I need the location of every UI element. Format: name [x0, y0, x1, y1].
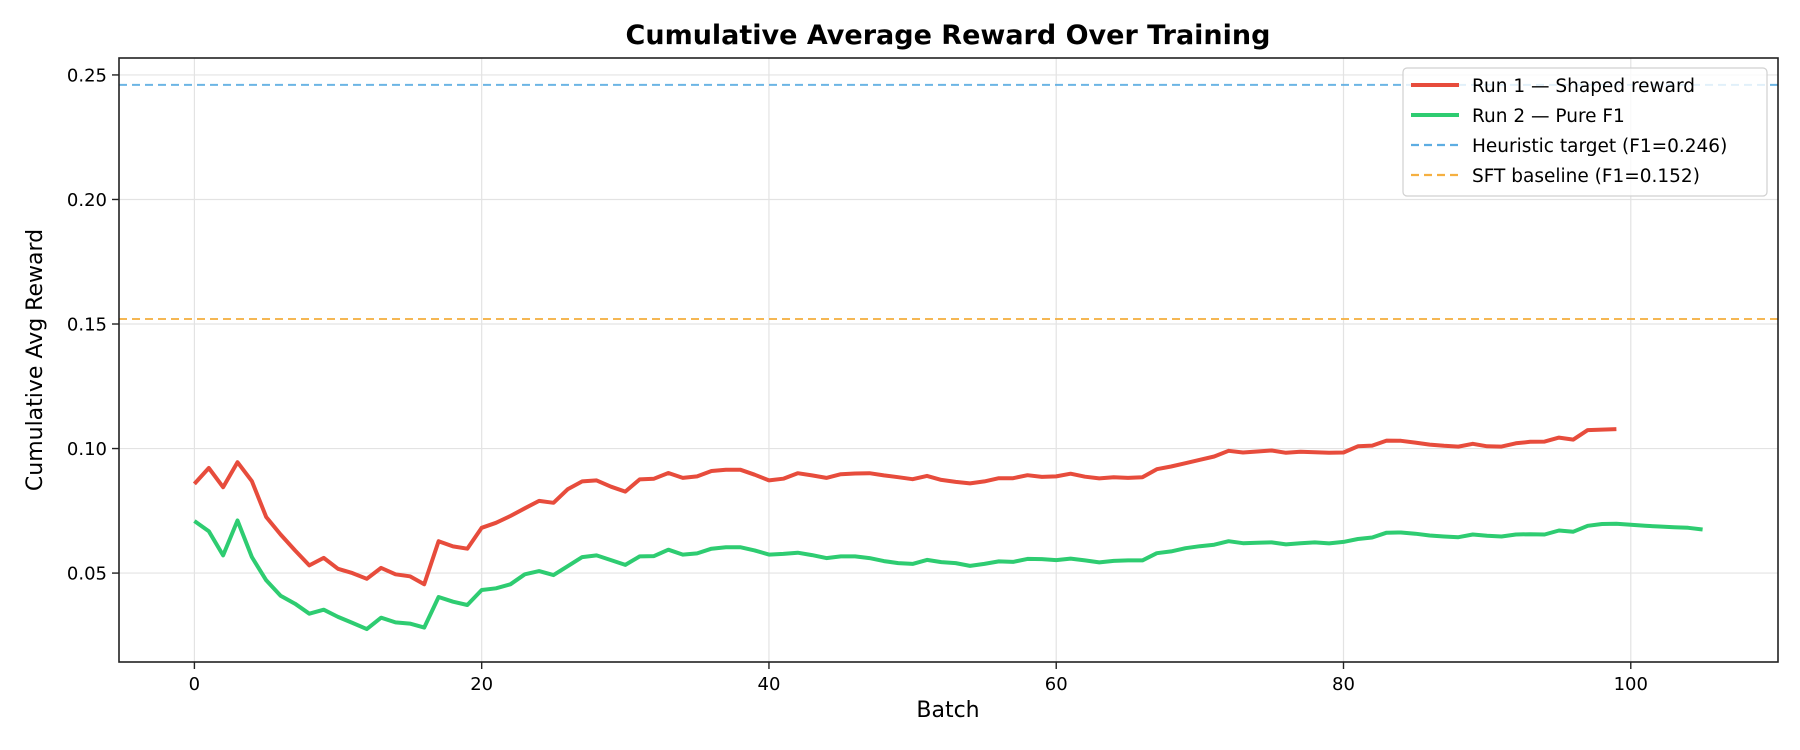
series-line [193, 518, 1703, 632]
y-tick-label: 0.15 [67, 315, 107, 336]
y-tick-label: 0.10 [67, 439, 107, 460]
x-tick-label: 100 [1614, 674, 1648, 695]
series-line [192, 427, 1617, 587]
x-tick-label: 80 [1332, 674, 1355, 695]
x-tick-label: 40 [758, 674, 781, 695]
plot-area-frame [118, 57, 1779, 663]
legend: Run 1 — Shaped reward Run 2 — Pure F1 Heur… [1402, 67, 1768, 197]
x-tick-label: 20 [470, 674, 493, 695]
legend-label: Run 2 — Pure F1 [1472, 106, 1625, 127]
legend-item: Run 2 — Pure F1 [1411, 106, 1625, 127]
legend-box [1402, 67, 1768, 197]
data-series [192, 427, 1703, 632]
x-axis-ticks: 0 20 40 60 80 100 [189, 662, 1648, 695]
y-tick-label: 0.20 [67, 190, 107, 211]
y-axis-ticks: 0.05 0.10 0.15 0.20 0.25 [67, 65, 119, 585]
x-tick-label: 60 [1045, 674, 1068, 695]
legend-item: SFT baseline (F1=0.152) [1411, 166, 1700, 187]
legend-label: Heuristic target (F1=0.246) [1472, 136, 1727, 157]
x-axis-label: Batch [916, 698, 979, 723]
y-tick-label: 0.05 [67, 564, 107, 585]
legend-item: Run 1 — Shaped reward [1411, 76, 1695, 97]
legend-label: Run 1 — Shaped reward [1472, 76, 1695, 97]
x-tick-label: 0 [189, 674, 200, 695]
chart-title: Cumulative Average Reward Over Training [626, 20, 1271, 51]
y-tick-label: 0.25 [67, 65, 107, 86]
legend-label: SFT baseline (F1=0.152) [1472, 166, 1700, 187]
legend-item: Heuristic target (F1=0.246) [1411, 136, 1727, 157]
y-axis-label: Cumulative Avg Reward [23, 229, 48, 491]
